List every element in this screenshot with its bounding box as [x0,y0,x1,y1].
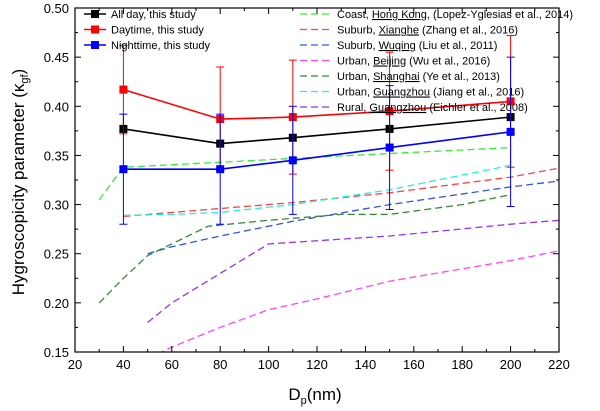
legend-label: Urban, Guangzhou (Jiang et al., 2016) [337,87,524,99]
x-tick-label: 100 [258,357,280,372]
x-tick-label: 80 [213,357,227,372]
series-line-suburb-wuqing [147,180,559,255]
y-tick-label: 0.30 [44,198,69,213]
y-axis-title-end: ) [9,69,28,75]
data-point-daytime [119,85,128,94]
y-axis-title-main: Hygroscopicity parameter (κ [9,83,28,295]
y-axis-title: Hygroscopicity parameter (κgf) [9,69,31,295]
y-tick-label: 0.20 [44,296,69,311]
x-tick-label: 140 [355,357,377,372]
data-point-nighttime [216,165,225,174]
y-tick-label: 0.45 [44,50,69,65]
data-point-nighttime [506,127,515,136]
legend-label: Daytime, this study [111,25,204,37]
legend-label: Urban, Beijing (Wu et al., 2016) [337,56,490,68]
legend-label: Suburb, Xianghe (Zhang et al., 2016) [337,25,518,37]
x-axis-title: Dp(nm) [288,385,341,407]
series-line-suburb-xianghe [123,167,559,218]
y-tick-label: 0.50 [44,1,69,16]
y-axis-title-sub: gf [19,73,31,83]
x-tick-label: 180 [451,357,473,372]
axes-layer: 20 40 60 80 100 120 140 160 180 200 220 0.15 0.20 0.2… [44,1,570,372]
x-axis-title-sub: p [301,395,307,407]
y-tick-label: 0.25 [44,247,69,262]
data-point-nighttime [288,156,297,165]
y-tick-label: 0.40 [44,99,69,114]
legend-label: Suburb, Wuqing (Liu et al., 2011) [337,40,497,52]
x-tick-label: 160 [403,357,425,372]
legend-label: Rural, Guangzhou (Eichler et al., 2008) [337,102,528,114]
study-series-layer [119,35,515,225]
series-line-coast-hong-kong [98,146,511,201]
legend-label: Coast, Hong Kong, (Lopez-Yglesias et al.… [337,9,573,21]
literature-series-layer [98,146,559,352]
x-tick-label: 60 [165,357,179,372]
x-tick-label: 20 [68,357,82,372]
legend-label: Urban, Shanghai (Ye et al., 2013) [337,71,500,83]
legend-marker [91,41,99,49]
data-point-nighttime [385,143,394,152]
x-tick-label: 40 [116,357,130,372]
series-line-urban-shanghai [98,194,511,304]
legend-label: Nighttime, this study [111,40,211,52]
x-tick-label: 220 [548,357,570,372]
y-tick-label: 0.15 [44,345,69,360]
series-line-rural-guangzhou [147,219,559,324]
legend-marker [91,25,99,34]
x-axis-title-rest: (nm) [307,385,342,404]
legend-marker [91,10,99,18]
x-tick-label: 120 [306,357,328,372]
legend-label: All day, this study [111,9,196,21]
series-line-urban-guangzhou [123,164,511,217]
y-tick-label: 0.35 [44,148,69,163]
data-point-nighttime [119,165,128,174]
series-line-urban-beijing [160,250,559,352]
x-axis-title-main: D [288,385,300,404]
legend: All day, this study Daytime, this study Ni… [84,9,573,114]
x-tick-label: 200 [500,357,522,372]
